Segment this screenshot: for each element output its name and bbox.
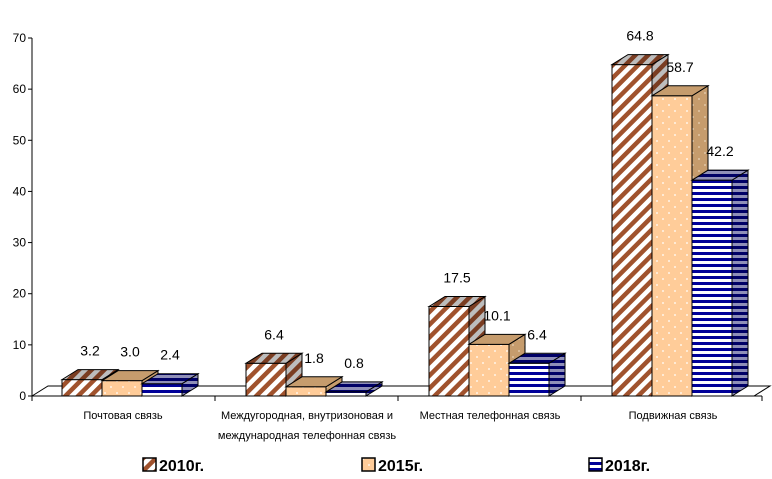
bar-side [731, 169, 749, 397]
bar-front [101, 380, 143, 397]
category-label: Подвижная связь [629, 410, 718, 422]
data-label: 42.2 [706, 143, 733, 159]
legend-label: 2018г. [605, 458, 650, 475]
data-label: 58.7 [666, 59, 693, 75]
bar [690, 169, 750, 397]
bar [467, 333, 527, 397]
bar-top [60, 369, 120, 381]
bar [140, 372, 200, 397]
data-label: 6.4 [527, 326, 547, 342]
legend-swatch [361, 457, 376, 472]
data-label: 10.1 [483, 307, 510, 323]
bar-top [650, 85, 710, 97]
bar [324, 381, 384, 397]
y-tick-label: 0 [19, 389, 26, 403]
data-label: 6.4 [264, 326, 284, 342]
legend-swatch [588, 457, 603, 472]
category-labels: Почтовая связь Междугородная, внутризонов… [83, 410, 717, 442]
data-label: 2.4 [160, 347, 180, 363]
y-tick-label: 30 [13, 236, 27, 250]
bar-top [244, 352, 304, 364]
bar-front [651, 95, 693, 397]
category-label: Местная телефонная связь [420, 410, 561, 422]
data-label: 64.8 [626, 28, 653, 44]
bar-front [285, 386, 327, 397]
legend-item: 2018г. [588, 457, 650, 475]
bar [507, 352, 567, 397]
data-label: 0.8 [344, 355, 364, 371]
bar-front [325, 391, 367, 397]
bar-top [507, 352, 567, 364]
bar-top [324, 381, 384, 393]
y-tick-label: 60 [13, 82, 27, 96]
bar-front [245, 362, 287, 397]
y-tick-label: 50 [13, 133, 27, 147]
bar-front [691, 179, 733, 397]
legend-label: 2010г. [159, 458, 204, 475]
category-label: Междугородная, внутризоновая и [221, 410, 393, 422]
bar-front [508, 362, 550, 397]
bar-top [140, 373, 200, 385]
legend-item: 2010г. [142, 457, 204, 475]
category-label: Почтовая связь [83, 410, 163, 422]
bar [244, 352, 304, 397]
data-label: 3.2 [80, 343, 100, 359]
legend: 2010г. 2015г. 2018г. [142, 457, 650, 475]
bar-front [141, 383, 183, 397]
category-label: международная телефонная связь [218, 430, 397, 442]
bar-top [284, 376, 344, 388]
bar-top [427, 296, 487, 307]
data-label: 1.8 [304, 350, 324, 366]
y-tick-label: 20 [13, 287, 27, 301]
data-label: 17.5 [443, 270, 470, 286]
legend-label: 2015г. [378, 458, 423, 475]
bar-front [468, 343, 510, 397]
bar-top [100, 370, 160, 382]
data-labels: 3.2 6.4 17.5 64.8 3.0 1.8 10.1 58.7 2.4 0.8 6.4 42.… [80, 28, 734, 371]
legend-item: 2015г. [361, 457, 423, 475]
bar-top [610, 54, 670, 66]
bar-top [467, 333, 527, 345]
bar-front [428, 306, 470, 397]
legend-swatch [142, 457, 157, 472]
y-tick-label: 10 [13, 338, 27, 352]
data-label: 3.0 [120, 344, 140, 360]
bar-front [611, 64, 653, 397]
bar-top [690, 169, 750, 181]
bar-front [61, 379, 103, 397]
bars [60, 53, 750, 397]
y-tick-label: 40 [13, 184, 27, 198]
y-tick-label: 70 [13, 31, 27, 45]
